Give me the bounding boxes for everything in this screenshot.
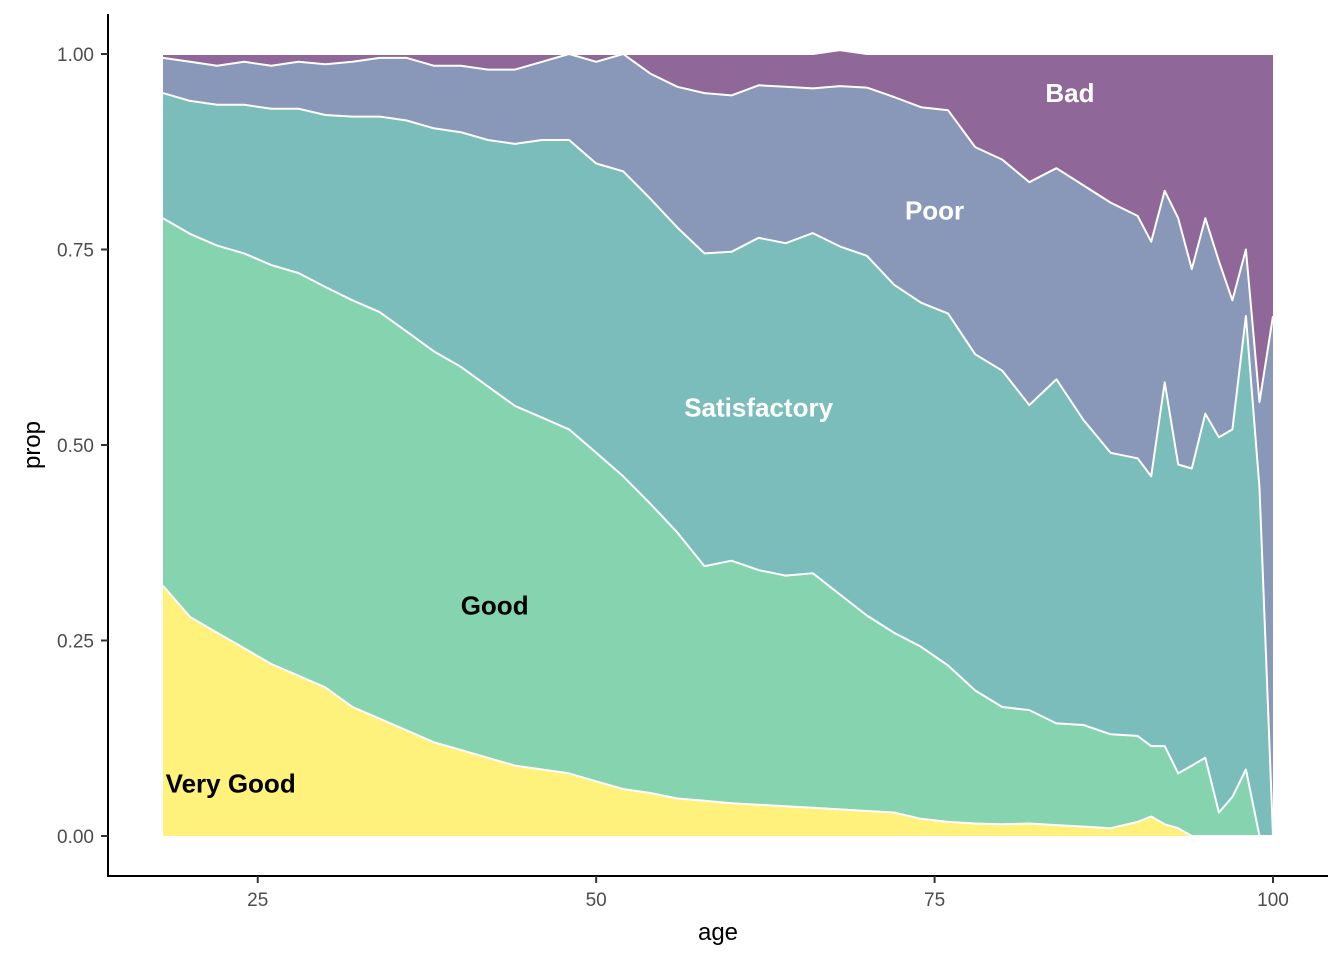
area-label-very-good: Very Good [166,769,296,799]
area-bad [163,50,1273,402]
outline-satisfactory [162,92,1274,837]
y-tick-label: 1.00 [57,45,94,66]
y-tick-label: 0.00 [57,827,94,848]
area-layers [163,50,1273,837]
y-tick-label: 0.75 [57,241,94,262]
y-tick-label: 0.25 [57,632,94,653]
x-tick-label: 25 [247,890,268,911]
area-label-good: Good [461,590,529,620]
area-very-good [163,585,1273,836]
x-tick-label: 75 [924,890,945,911]
area-label-satisfactory: Satisfactory [684,392,833,422]
area-good [163,218,1273,836]
area-poor [163,54,1273,836]
area-labels: Very Good Good Satisfactory Poor Bad [166,78,1095,799]
outline-good [162,217,1273,837]
outline-bad [163,49,1273,55]
y-axis-title: prop [19,421,46,469]
y-axis-ticks: 0.00 0.25 0.50 0.75 1.00 [57,45,108,848]
outline-very-good [162,585,1273,837]
area-satisfactory [163,93,1273,837]
area-label-bad: Bad [1045,78,1094,108]
area-label-poor: Poor [905,195,964,225]
x-tick-label: 50 [586,890,607,911]
x-axis-title: age [698,919,738,946]
y-tick-label: 0.50 [57,436,94,457]
x-axis-ticks: 25 50 75 100 [247,876,1289,911]
x-tick-label: 100 [1257,890,1289,911]
area-outlines [162,49,1274,837]
outline-poor [162,53,1274,403]
